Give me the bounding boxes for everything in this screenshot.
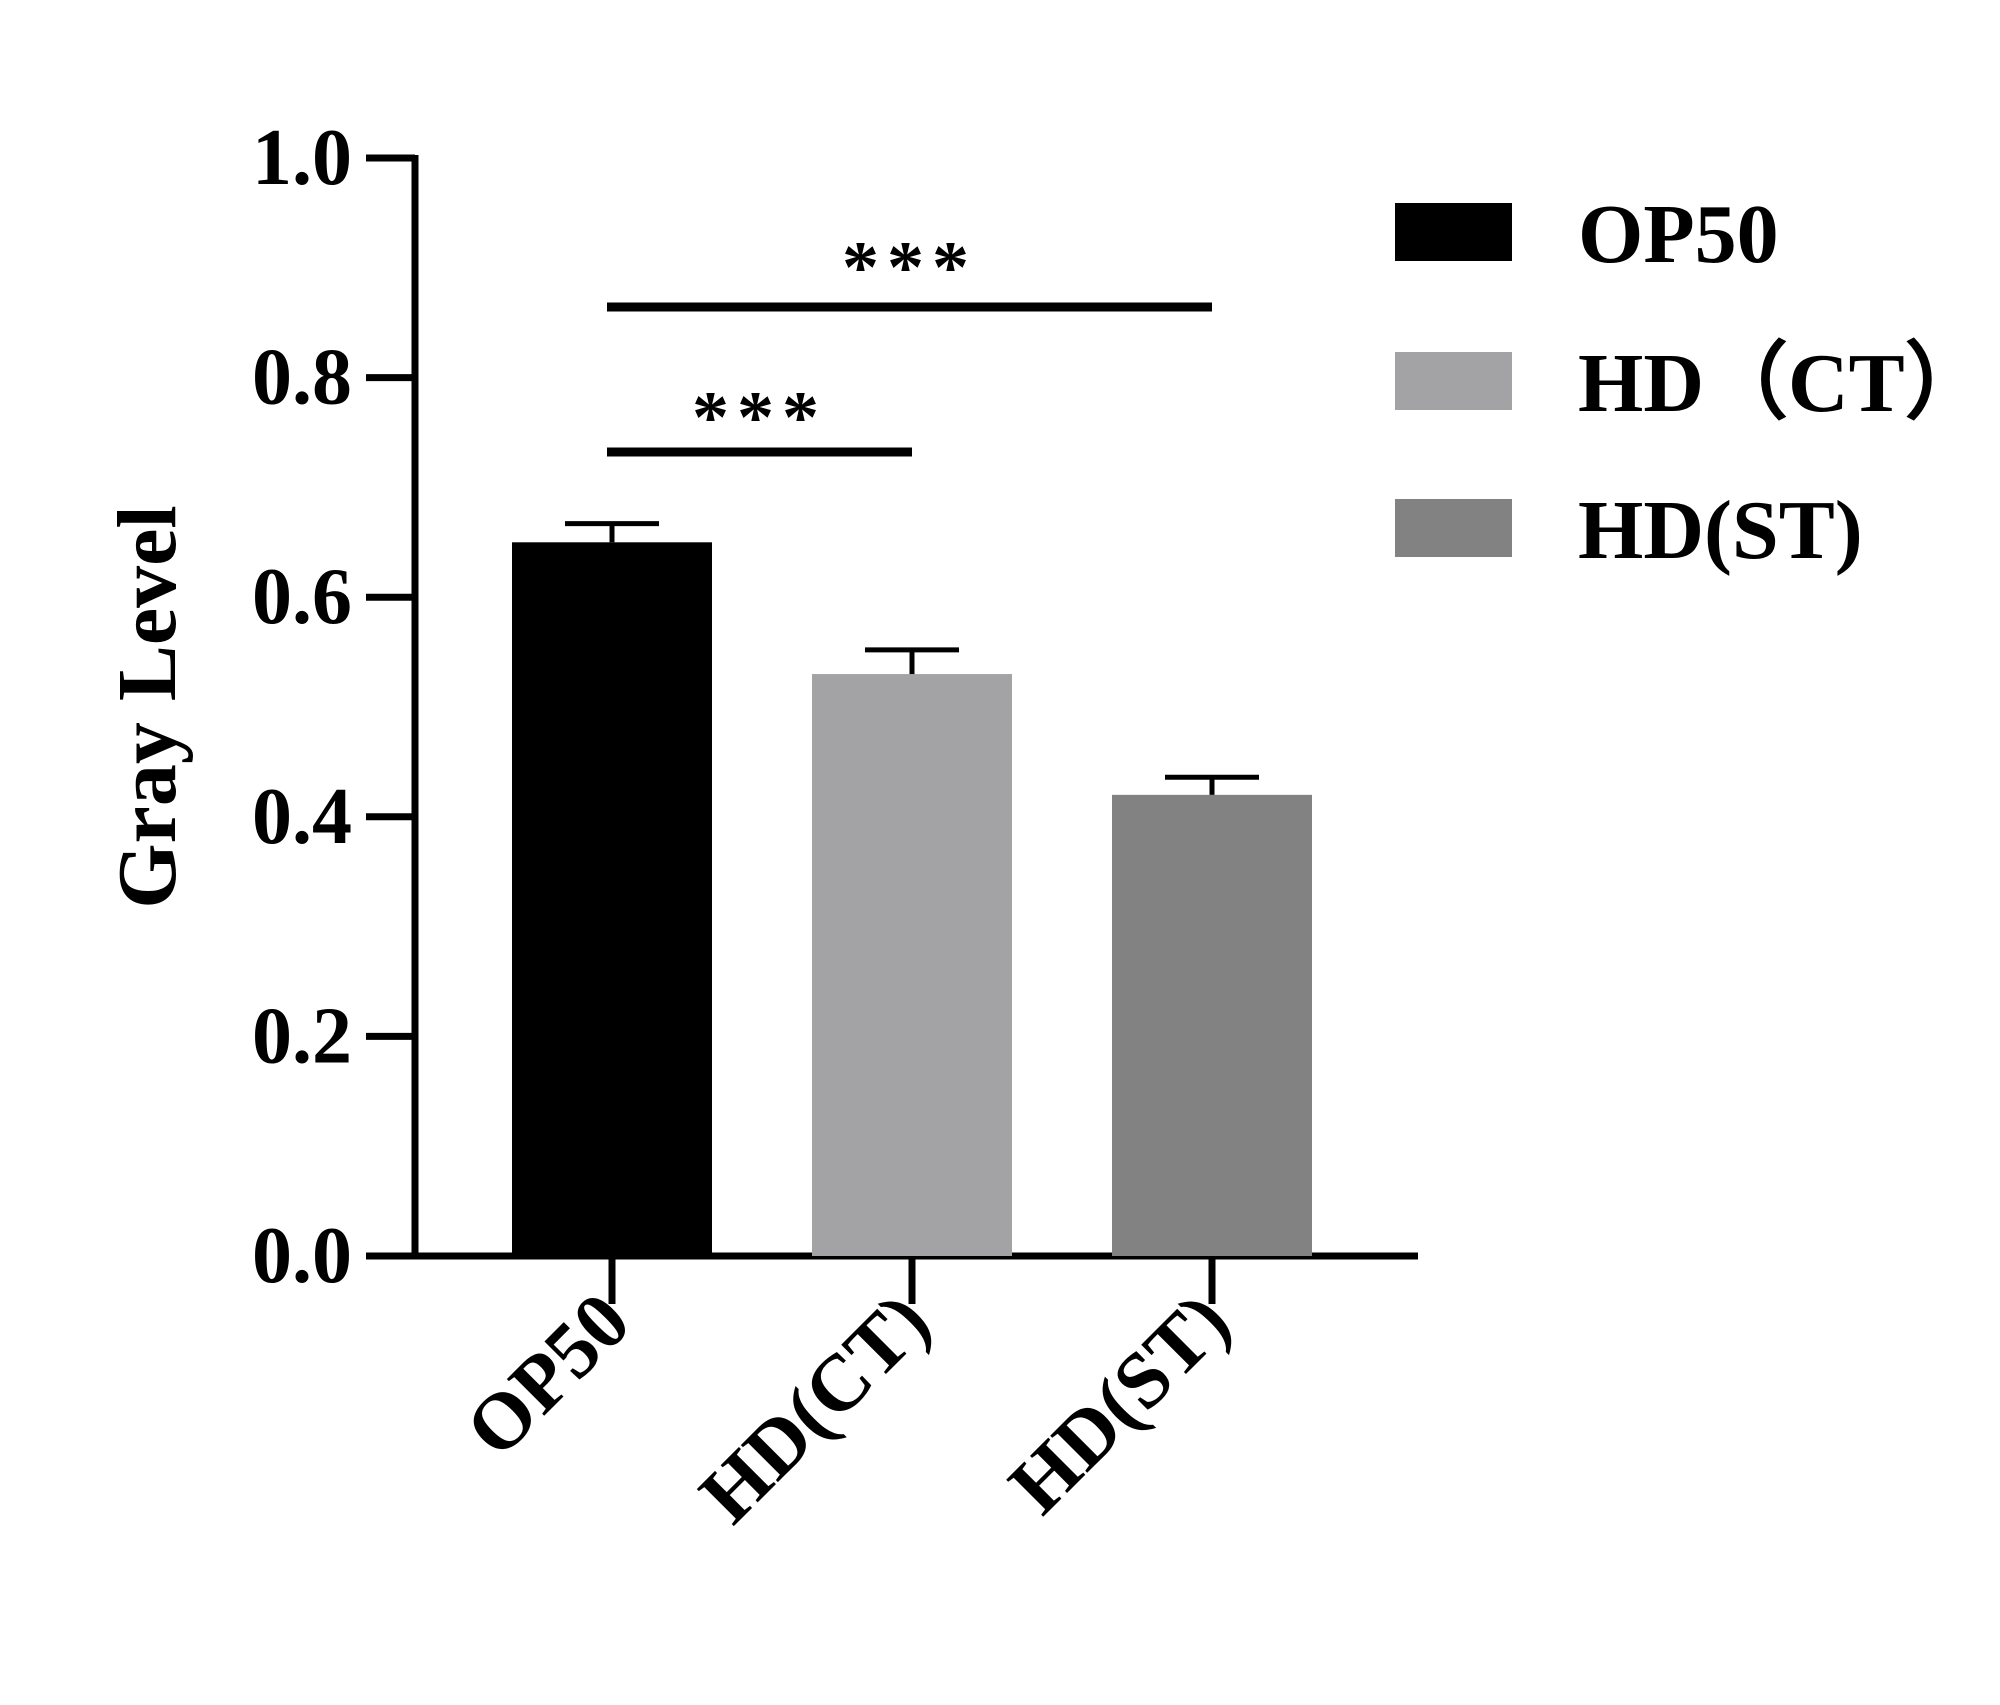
y-tick-label: 0.4	[252, 773, 352, 861]
x-tick-label: HD(ST)	[993, 1277, 1247, 1531]
bar	[812, 674, 1012, 1256]
y-tick-label: 1.0	[252, 114, 352, 202]
legend-label: HD(ST)	[1578, 484, 1863, 577]
legend-label: OP50	[1578, 188, 1779, 281]
legend-swatch	[1395, 203, 1512, 261]
legend-label: HD（CT）	[1578, 337, 1989, 430]
bar	[1112, 794, 1312, 1256]
significance-label: ***	[842, 227, 977, 309]
legend-swatch	[1395, 352, 1512, 410]
x-tick-label: HD(CT)	[683, 1277, 946, 1540]
y-tick-label: 0.6	[252, 553, 352, 641]
y-tick-label: 0.0	[252, 1212, 352, 1300]
y-tick-label: 0.8	[252, 334, 352, 422]
x-tick-label: OP50	[449, 1277, 646, 1474]
bar	[512, 542, 712, 1256]
y-tick-label: 0.2	[252, 992, 352, 1080]
y-axis-label: Gray Level	[101, 505, 194, 909]
significance-label: ***	[692, 377, 827, 459]
legend-swatch	[1395, 499, 1512, 557]
